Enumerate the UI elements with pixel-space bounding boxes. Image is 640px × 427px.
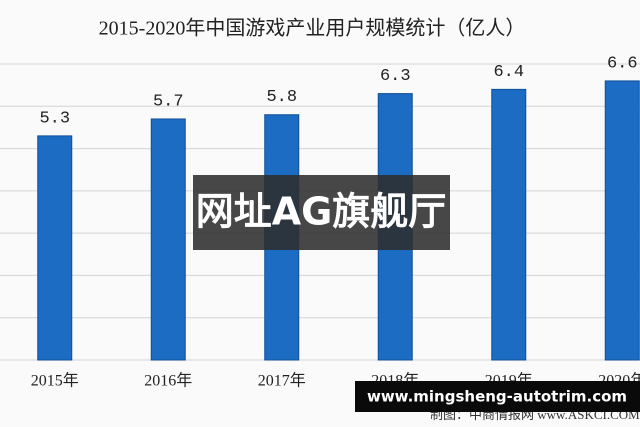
chart-title: 2015-2020年中国游戏产业用户规模统计（亿人） xyxy=(99,17,526,40)
url-box xyxy=(355,381,640,412)
value-label: 5.8 xyxy=(266,88,297,107)
x-tick-label: 2017年 xyxy=(258,372,306,390)
url-text: www.mingsheng-autotrim.com xyxy=(367,388,627,406)
value-label: 6.3 xyxy=(380,67,411,86)
x-tick-label: 2015年 xyxy=(31,372,79,390)
value-label: 5.7 xyxy=(153,92,184,111)
bar xyxy=(604,80,640,361)
bar xyxy=(37,135,73,361)
value-label: 5.3 xyxy=(39,109,70,128)
banner-box xyxy=(193,175,450,250)
value-label: 6.6 xyxy=(607,54,638,73)
value-label: 6.4 xyxy=(493,63,524,82)
banner-text: 网址AG旗舰厅 xyxy=(196,190,447,234)
bar xyxy=(491,88,527,361)
bar xyxy=(150,118,186,361)
x-tick-label: 2016年 xyxy=(144,372,192,390)
